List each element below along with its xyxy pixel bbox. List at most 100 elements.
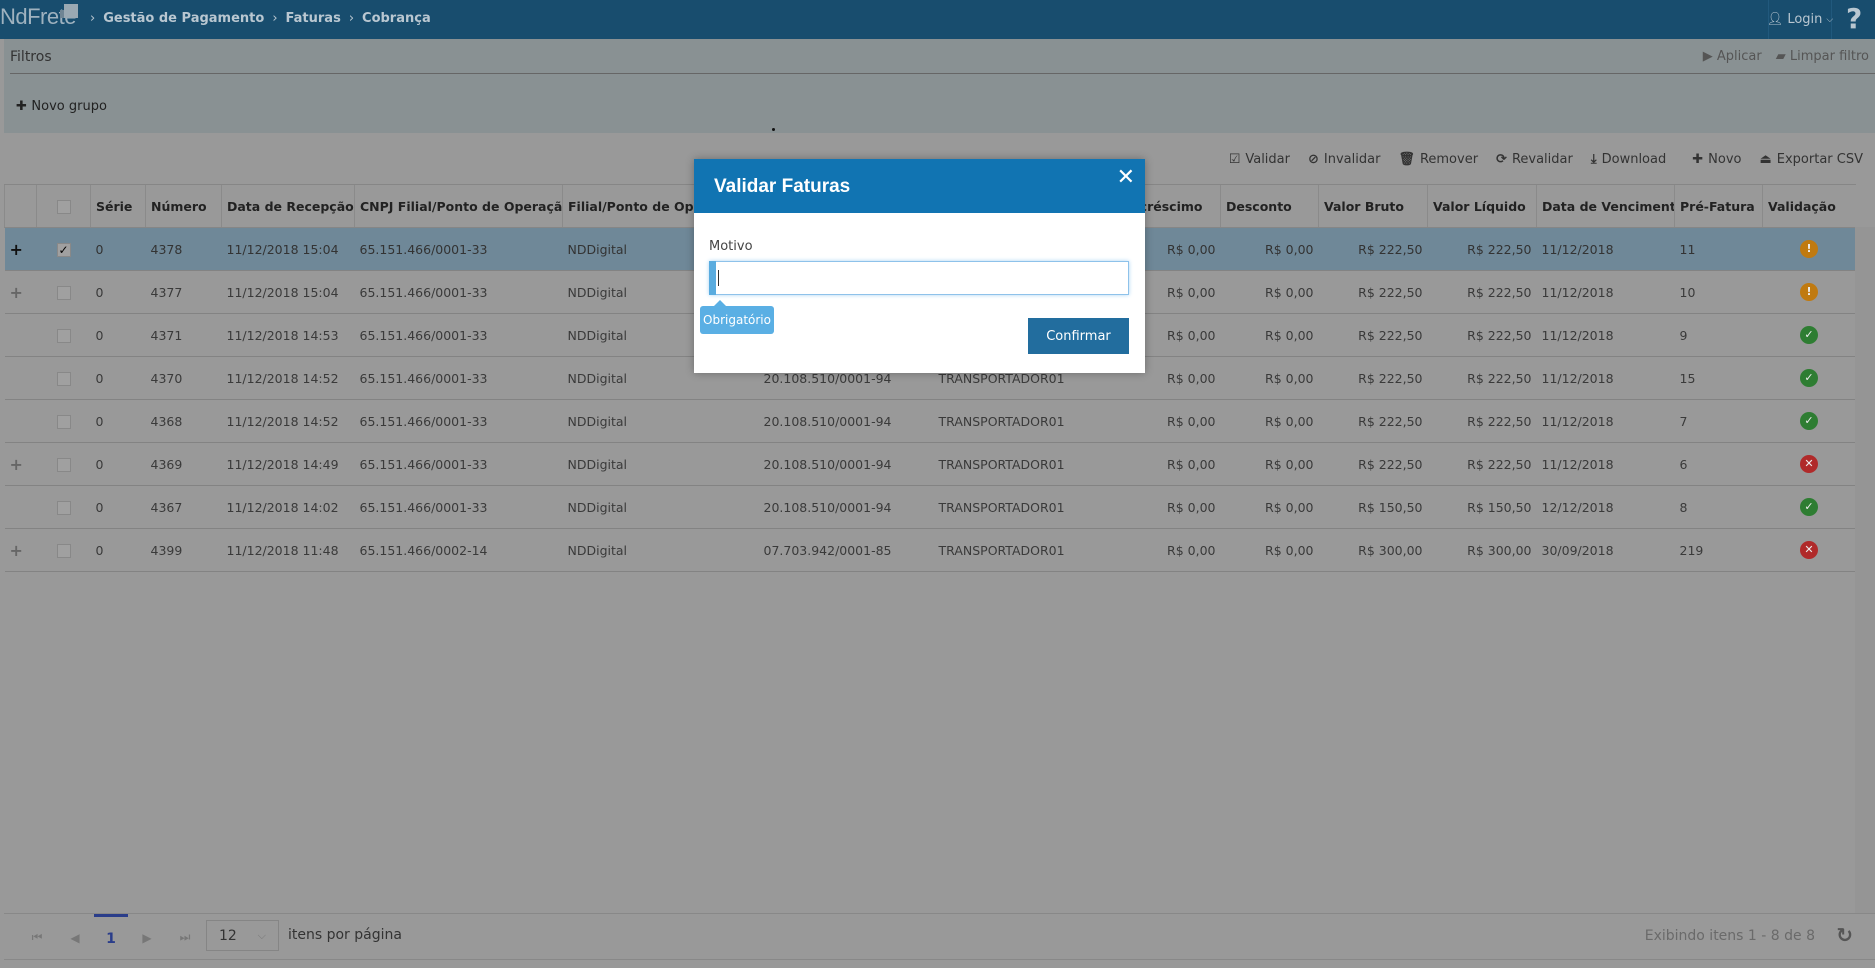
row-checkbox[interactable]: [56, 500, 71, 515]
column-header[interactable]: Pré-Fatura: [1674, 184, 1763, 228]
export-csv-button[interactable]: ⏏ Exportar CSV: [1759, 152, 1863, 167]
table-row[interactable]: 0 4370 11/12/2018 14:52 65.151.466/0001-33 N…: [4, 356, 1856, 400]
row-checkbox[interactable]: [56, 414, 71, 429]
download-label: Download: [1601, 152, 1667, 167]
select-all-header: [36, 184, 91, 228]
revalidate-button[interactable]: ⟳ Revalidar: [1496, 152, 1573, 167]
close-icon[interactable]: ✕: [1116, 165, 1135, 190]
validation-cell: !: [1762, 227, 1856, 271]
plus-icon: ✚: [16, 99, 32, 114]
table-cell: 11/12/2018 15:04: [221, 227, 355, 271]
last-page-icon[interactable]: ⏭: [179, 930, 191, 944]
expand-cell: +: [4, 528, 37, 572]
tooltip-arrow: [714, 300, 726, 306]
select-cell: ✓: [36, 227, 91, 271]
breadcrumb-item[interactable]: Gestão de Pagamento: [103, 11, 265, 26]
column-header[interactable]: Número: [145, 184, 222, 228]
table-cell: R$ 0,00: [1220, 528, 1319, 572]
table-cell: R$ 222,50: [1427, 270, 1537, 314]
breadcrumb-item[interactable]: Cobrança: [362, 11, 431, 26]
table-row[interactable]: +0 4369 11/12/2018 14:49 65.151.466/0001-33…: [4, 442, 1856, 486]
check-circle-icon: ✓: [1800, 498, 1818, 516]
table-cell: 0: [90, 313, 146, 357]
table-cell: 4368: [145, 399, 222, 443]
row-checkbox[interactable]: [56, 457, 71, 472]
column-header[interactable]: Valor Líquido: [1427, 184, 1537, 228]
table-cell: 8: [1674, 485, 1763, 529]
reason-input[interactable]: [709, 261, 1129, 295]
prev-page-icon[interactable]: ◀: [70, 930, 80, 945]
export-icon: ⏏: [1759, 152, 1772, 167]
page-size-select[interactable]: 12 ⌵: [206, 920, 279, 951]
expand-icon[interactable]: +: [9, 282, 23, 302]
new-label: Novo: [1708, 152, 1742, 167]
table-cell: 0: [90, 399, 146, 443]
table-row[interactable]: 0 4368 11/12/2018 14:52 65.151.466/0001-33 N…: [4, 399, 1856, 443]
table-row[interactable]: +0 4399 11/12/2018 11:48 65.151.466/0002-14…: [4, 528, 1856, 572]
login-label: Login: [1787, 12, 1823, 27]
table-cell: 9: [1674, 313, 1763, 357]
row-checkbox[interactable]: [56, 328, 71, 343]
next-page-icon[interactable]: ▶: [142, 930, 152, 945]
vertical-scrollbar[interactable]: [1855, 227, 1875, 913]
expand-icon[interactable]: +: [9, 540, 23, 560]
table-cell: 20.108.510/0001-94: [758, 399, 934, 443]
clear-filter-button[interactable]: ▰ Limpar filtro: [1776, 49, 1869, 64]
column-header[interactable]: Data de Vencimento: [1536, 184, 1675, 228]
new-button[interactable]: ✚ Novo: [1692, 152, 1741, 167]
column-header[interactable]: CNPJ Filial/Ponto de Operação: [354, 184, 563, 228]
expand-icon[interactable]: +: [9, 454, 23, 474]
first-page-icon[interactable]: ⏮: [31, 930, 43, 944]
table-cell: R$ 0,00: [1124, 485, 1221, 529]
select-all-checkbox[interactable]: [56, 199, 71, 214]
table-cell: 11/12/2018: [1536, 442, 1675, 486]
trash-icon: 🗑︎: [1398, 152, 1415, 167]
table-cell: 0: [90, 485, 146, 529]
column-header[interactable]: Valor Bruto: [1318, 184, 1428, 228]
help-button[interactable]: ?: [1846, 2, 1863, 35]
dialog-title: Validar Faturas: [714, 176, 851, 197]
validation-cell: ✓: [1762, 485, 1856, 529]
validation-cell: ✓: [1762, 313, 1856, 357]
column-header[interactable]: Série: [90, 184, 146, 228]
select-cell: [36, 356, 91, 400]
row-checkbox[interactable]: ✓: [56, 242, 71, 257]
validation-cell: ✓: [1762, 399, 1856, 443]
table-cell: 0: [90, 227, 146, 271]
row-checkbox[interactable]: [56, 371, 71, 386]
table-cell: 11/12/2018 14:53: [221, 313, 355, 357]
apply-filter-button[interactable]: ▶ Aplicar: [1703, 49, 1762, 64]
page-number-button[interactable]: 1: [94, 914, 128, 961]
refresh-icon[interactable]: ↻: [1836, 923, 1853, 947]
download-icon: ⤓: [1590, 152, 1597, 167]
table-cell: 4399: [145, 528, 222, 572]
validate-button[interactable]: ☑ Validar: [1229, 152, 1290, 167]
table-row[interactable]: + ✓ 0 4378 11/12/2018 15:04 65.151.466/0001-3…: [4, 227, 1856, 271]
row-checkbox[interactable]: [56, 543, 71, 558]
select-cell: [36, 270, 91, 314]
invalidate-button[interactable]: ⊘ Invalidar: [1308, 152, 1380, 167]
apply-label: Aplicar: [1716, 49, 1762, 64]
table-cell: R$ 150,50: [1318, 485, 1428, 529]
download-button[interactable]: ⤓ Download: [1591, 152, 1666, 167]
table-cell: 4369: [145, 442, 222, 486]
table-row[interactable]: 0 4367 11/12/2018 14:02 65.151.466/0001-33 N…: [4, 485, 1856, 529]
new-group-button[interactable]: ✚ Novo grupo: [16, 99, 107, 114]
remove-button[interactable]: 🗑︎ Remover: [1398, 152, 1478, 167]
expand-icon[interactable]: +: [9, 239, 23, 259]
login-menu[interactable]: 👤︎ Login ⌵: [1767, 0, 1833, 39]
table-cell: 219: [1674, 528, 1763, 572]
filters-panel: Filtros ▶ Aplicar ▰ Limpar filtro ✚ Novo…: [4, 39, 1875, 133]
confirm-button[interactable]: Confirmar: [1028, 318, 1129, 354]
column-header[interactable]: Data de Recepção ↓: [221, 184, 355, 228]
table-cell: R$ 300,00: [1427, 528, 1537, 572]
table-cell: R$ 222,50: [1318, 356, 1428, 400]
row-checkbox[interactable]: [56, 285, 71, 300]
table-cell: 12/12/2018: [1536, 485, 1675, 529]
table-cell: R$ 222,50: [1427, 227, 1537, 271]
column-header[interactable]: Desconto: [1220, 184, 1319, 228]
table-cell: 15: [1674, 356, 1763, 400]
table-cell: 11/12/2018 14:02: [221, 485, 355, 529]
breadcrumb-item[interactable]: Faturas: [285, 11, 341, 26]
column-header[interactable]: Validação: [1762, 184, 1856, 228]
